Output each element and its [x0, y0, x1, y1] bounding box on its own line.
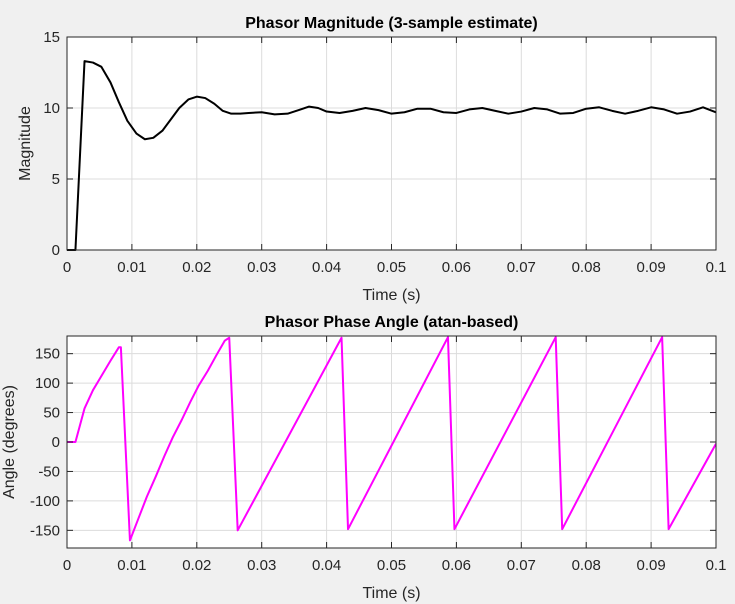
y-tick-label: 150 [35, 346, 60, 363]
y-tick-label: 15 [43, 29, 60, 46]
x-tick-label: 0.08 [572, 557, 601, 574]
x-tick-label: 0.02 [182, 259, 211, 276]
x-axis-label: Time (s) [362, 287, 420, 304]
phase-angle-plot: 0 0.01 0.02 0.03 0.04 0.05 0.06 0.07 0.08 0.09 0.1… [1, 314, 726, 602]
chart-title: Phasor Magnitude (3-sample estimate) [245, 15, 538, 32]
y-tick-label: 10 [43, 100, 60, 117]
x-tick-label: 0.01 [117, 557, 146, 574]
x-tick-label: 0.05 [377, 259, 406, 276]
x-tick-label: 0.04 [312, 557, 341, 574]
y-tick-label: 100 [35, 375, 60, 392]
x-tick-label: 0.04 [312, 259, 341, 276]
y-tick-label: 0 [52, 434, 60, 451]
data-line [67, 336, 716, 542]
x-tick-label: 0.08 [572, 259, 601, 276]
x-tick-label: 0.1 [706, 259, 727, 276]
y-axis-label: Angle (degrees) [1, 385, 18, 499]
x-tick-label: 0.09 [636, 259, 665, 276]
x-tick-label: 0 [63, 259, 71, 276]
y-tick-label: -50 [38, 463, 60, 480]
x-tick-label: 0.1 [706, 557, 727, 574]
x-tick-label: 0.09 [636, 557, 665, 574]
x-tick-label: 0.01 [117, 259, 146, 276]
y-tick-label: 50 [43, 405, 60, 422]
y-tick-label: 5 [52, 171, 60, 188]
chart-title: Phasor Phase Angle (atan-based) [265, 314, 519, 331]
data-line [67, 60, 716, 251]
x-tick-label: 0.05 [377, 557, 406, 574]
magnitude-plot: 0 0.01 0.02 0.03 0.04 0.05 0.06 0.07 0.08 0.09 0.1… [17, 15, 726, 304]
y-tick-label: -100 [30, 493, 60, 510]
x-tick-label: 0.03 [247, 557, 276, 574]
x-tick-label: 0.07 [507, 259, 536, 276]
y-axis-label: Magnitude [17, 106, 34, 181]
x-tick-label: 0 [63, 557, 71, 574]
x-tick-label: 0.06 [442, 259, 471, 276]
x-tick-label: 0.02 [182, 557, 211, 574]
y-tick-label: -150 [30, 522, 60, 539]
x-tick-label: 0.06 [442, 557, 471, 574]
x-tick-label: 0.03 [247, 259, 276, 276]
x-tick-label: 0.07 [507, 557, 536, 574]
x-axis-label: Time (s) [362, 585, 420, 602]
y-tick-label: 0 [52, 242, 60, 259]
